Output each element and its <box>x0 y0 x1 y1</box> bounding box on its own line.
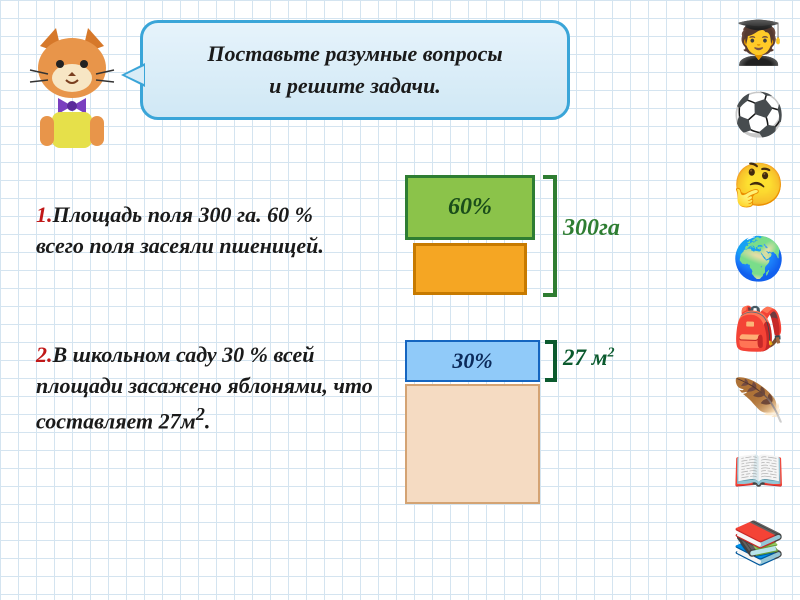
book-stack-icon: 📚 <box>733 523 785 565</box>
backpack-icon: 🎒 <box>733 309 785 351</box>
diagram-2-label-sup: 2 <box>608 345 615 360</box>
clipart-sports-balls: ⚽ <box>724 82 794 150</box>
diagram-2-part-label: 27 м2 <box>563 345 615 371</box>
clipart-quill: 🪶 <box>724 368 794 436</box>
speech-bubble: Поставьте разумные вопросы и решите зада… <box>140 20 570 120</box>
clipart-globe: 🌍 <box>724 226 794 294</box>
diagram-2: 30% 27 м2 <box>405 340 605 510</box>
bubble-tail <box>121 63 145 87</box>
diagram-1-orange-part <box>413 243 527 295</box>
open-book-icon: 📖 <box>733 451 785 493</box>
diagram-2-blue-part: 30% <box>405 340 540 382</box>
globe-icon: 🌍 <box>733 239 785 281</box>
thinker-icon: 🤔 <box>733 165 785 207</box>
clipart-book-stack: 📚 <box>724 510 794 578</box>
clipart-student-desk: 🧑‍🎓 <box>724 10 794 78</box>
diagram-2-bracket <box>545 340 557 382</box>
quill-icon: 🪶 <box>733 381 785 423</box>
sidebar-clipart: 🧑‍🎓 ⚽ 🤔 🌍 🎒 🪶 📖 📚 <box>718 0 800 600</box>
clipart-open-book: 📖 <box>724 438 794 506</box>
diagram-2-label-main: 27 м <box>563 345 608 370</box>
bubble-line2: и решите задачи. <box>269 73 441 99</box>
diagram-1: 60% 300га <box>405 175 595 305</box>
clipart-thinker: 🤔 <box>724 152 794 220</box>
sports-balls-icon: ⚽ <box>733 95 785 137</box>
bubble-line1: Поставьте разумные вопросы <box>207 41 502 67</box>
problem-2-tail: . <box>205 408 211 433</box>
diagram-1-total-label: 300га <box>563 215 620 242</box>
diagram-1-bracket <box>543 175 557 297</box>
problem-1-text: 1.Площадь поля 300 га. 60 % всего поля з… <box>36 200 366 262</box>
clipart-backpack: 🎒 <box>724 296 794 364</box>
diagram-1-green-part: 60% <box>405 175 535 240</box>
problem-2-text: 2.В школьном саду 30 % всей площади заса… <box>36 340 376 437</box>
problem-2-number: 2. <box>36 342 53 367</box>
problem-1-body: Площадь поля 300 га. 60 % всего поля зас… <box>36 202 324 258</box>
student-desk-icon: 🧑‍🎓 <box>733 23 785 65</box>
problem-1-number: 1. <box>36 202 53 227</box>
mascot-cat <box>18 24 126 154</box>
diagram-2-peach-part <box>405 384 540 504</box>
problem-2-sup: 2 <box>196 404 205 424</box>
